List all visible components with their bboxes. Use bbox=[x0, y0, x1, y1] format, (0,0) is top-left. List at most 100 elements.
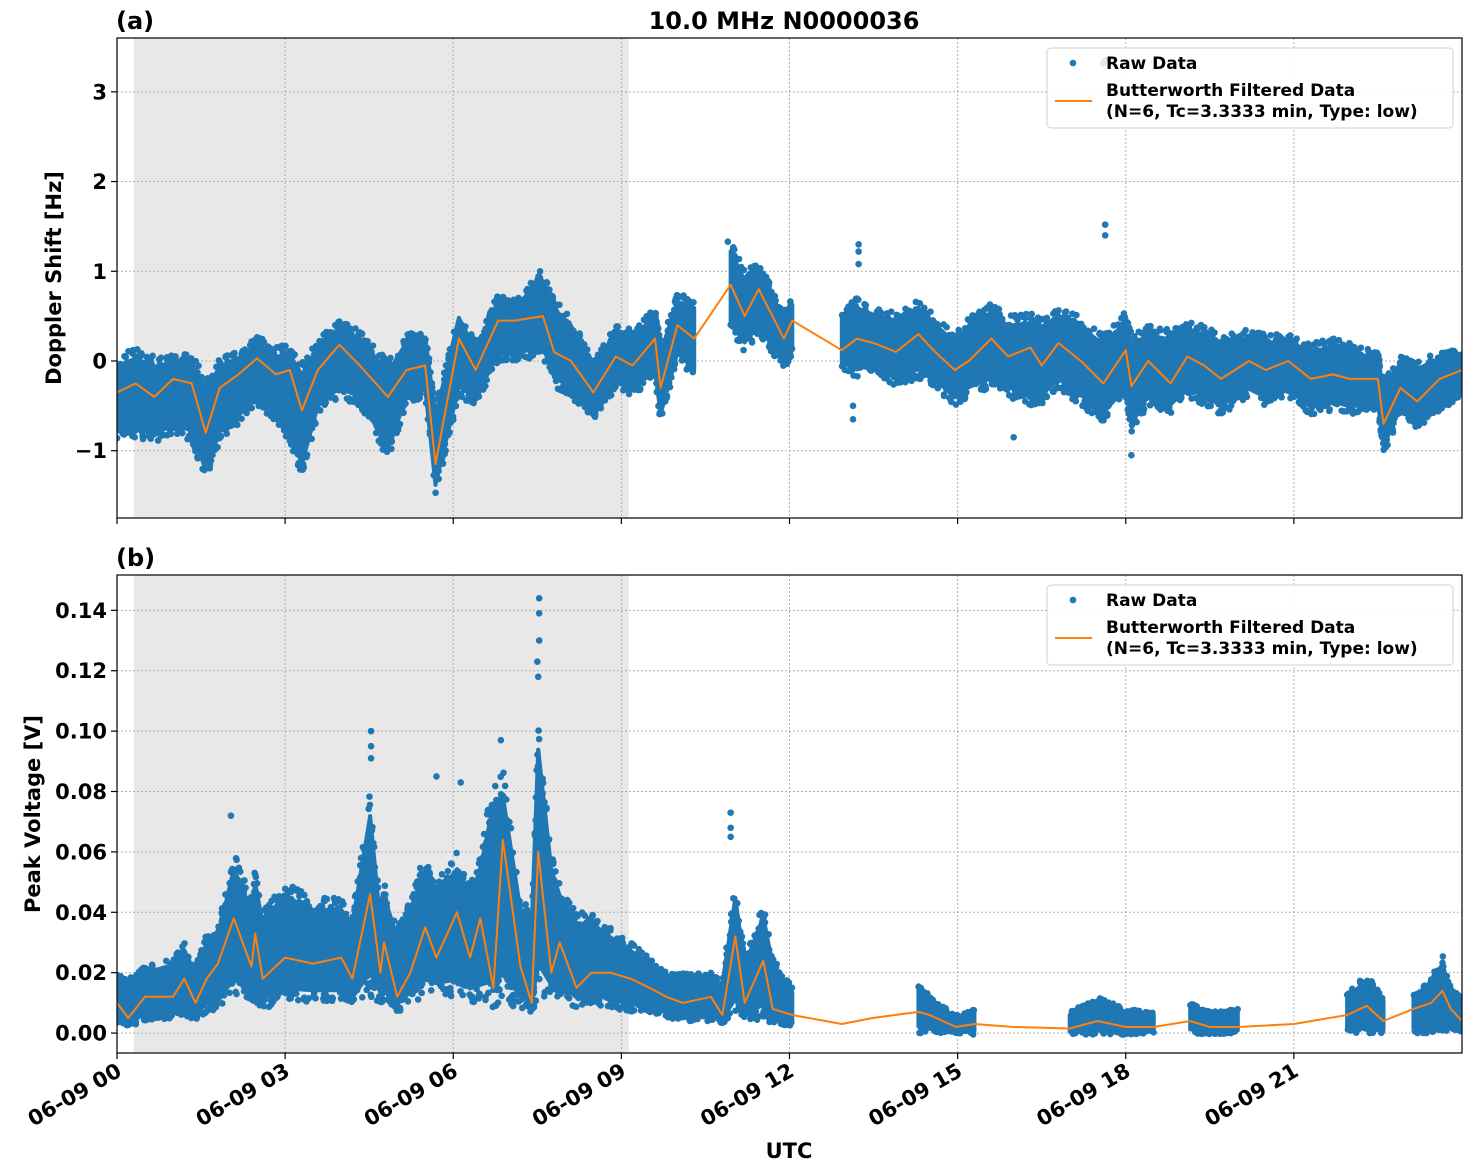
raw-data-point bbox=[435, 390, 443, 398]
raw-data-point bbox=[644, 316, 652, 323]
raw-data-point bbox=[732, 899, 740, 907]
raw-data-point bbox=[576, 332, 584, 340]
raw-data-point bbox=[605, 392, 613, 400]
raw-data-point bbox=[1009, 395, 1017, 402]
raw-data-point bbox=[1280, 385, 1288, 393]
raw-data-point bbox=[577, 338, 585, 345]
raw-data-point bbox=[407, 330, 415, 337]
raw-data-point bbox=[1233, 394, 1241, 401]
raw-data-point bbox=[1073, 311, 1080, 319]
raw-data-point bbox=[1145, 329, 1153, 336]
filtered-data-line bbox=[117, 283, 1462, 466]
raw-data-point bbox=[324, 994, 331, 1002]
raw-data-point bbox=[634, 379, 642, 386]
raw-data-point bbox=[1429, 1028, 1436, 1035]
raw-data-point bbox=[167, 430, 175, 438]
raw-data-point bbox=[457, 320, 465, 328]
raw-data-point bbox=[543, 279, 551, 287]
raw-data-point bbox=[1038, 390, 1046, 397]
raw-data-point bbox=[218, 1000, 226, 1007]
raw-data-point bbox=[505, 996, 513, 1004]
raw-data-point bbox=[687, 305, 694, 313]
raw-data-point bbox=[289, 349, 296, 356]
raw-data-point bbox=[444, 975, 452, 982]
raw-data-point bbox=[935, 1026, 943, 1033]
raw-data-point bbox=[750, 267, 757, 275]
raw-data-point bbox=[1201, 391, 1209, 398]
raw-data-point bbox=[1411, 992, 1418, 1000]
raw-data-point bbox=[182, 352, 190, 360]
raw-data-point bbox=[365, 805, 372, 813]
raw-data-point bbox=[1201, 397, 1209, 404]
raw-data-point bbox=[1104, 410, 1111, 418]
y-tick-label: 0.14 bbox=[55, 599, 107, 623]
raw-data-point bbox=[918, 372, 926, 380]
raw-data-point bbox=[1072, 397, 1080, 405]
x-tick-label: 06-09 21 bbox=[1201, 1059, 1303, 1132]
raw-data-point bbox=[424, 974, 431, 981]
raw-data-point bbox=[529, 285, 536, 292]
panel-b-voltage: 0.00 0.02 0.04 0.06 0.08 0.10 0.12 0.14 06-09 00… bbox=[24, 574, 1463, 1132]
raw-data-point bbox=[174, 1009, 181, 1017]
raw-data-point bbox=[486, 367, 493, 375]
raw-data-point bbox=[952, 1013, 960, 1021]
raw-data-point bbox=[515, 294, 522, 302]
raw-data-point bbox=[765, 946, 773, 954]
raw-data-point bbox=[491, 782, 499, 790]
raw-data-point bbox=[433, 475, 441, 482]
raw-data-point bbox=[319, 338, 326, 345]
raw-data-point bbox=[1340, 346, 1347, 354]
raw-data-point bbox=[787, 298, 794, 305]
raw-data-point bbox=[1028, 399, 1036, 406]
raw-data-point bbox=[574, 393, 582, 400]
raw-data-point bbox=[1288, 336, 1295, 344]
raw-data-point bbox=[536, 274, 544, 282]
raw-data-point bbox=[580, 921, 588, 929]
raw-data-point bbox=[735, 1001, 742, 1008]
raw-data-point bbox=[287, 888, 295, 896]
raw-data-point bbox=[1065, 389, 1072, 396]
raw-data-point bbox=[437, 884, 445, 891]
raw-data-point bbox=[1375, 354, 1382, 361]
raw-data-point bbox=[422, 399, 430, 407]
raw-data-point bbox=[448, 860, 456, 868]
raw-data-point bbox=[440, 445, 448, 453]
raw-data-point bbox=[754, 1013, 762, 1021]
raw-data-point bbox=[736, 337, 744, 345]
raw-data-point bbox=[564, 993, 571, 1000]
raw-data-point bbox=[504, 983, 511, 990]
raw-data-point bbox=[652, 314, 659, 321]
raw-data-point bbox=[302, 364, 310, 372]
raw-data-point bbox=[396, 1007, 404, 1014]
raw-data-point bbox=[637, 1007, 645, 1014]
raw-data-point bbox=[117, 972, 122, 979]
raw-data-point bbox=[1226, 337, 1234, 345]
raw-data-band bbox=[1006, 320, 1033, 397]
raw-data-point bbox=[665, 1010, 673, 1018]
raw-data-point bbox=[575, 994, 582, 1002]
raw-data-point bbox=[377, 440, 385, 447]
raw-data-point bbox=[135, 973, 142, 981]
raw-data-outlier bbox=[855, 248, 862, 255]
raw-data-point bbox=[368, 827, 376, 834]
raw-data-band bbox=[283, 894, 316, 993]
x-tick-label: 06-09 00 bbox=[24, 1059, 126, 1132]
raw-data-point bbox=[1276, 391, 1284, 398]
raw-data-point bbox=[207, 457, 215, 464]
raw-data-point bbox=[352, 398, 359, 406]
raw-data-point bbox=[432, 406, 439, 414]
raw-data-point bbox=[1330, 399, 1338, 407]
raw-data-point bbox=[1085, 332, 1093, 340]
raw-data-point bbox=[125, 347, 132, 355]
raw-data-point bbox=[147, 1009, 154, 1017]
raw-data-point bbox=[504, 976, 511, 984]
raw-data-point bbox=[665, 379, 673, 386]
raw-data-point bbox=[189, 429, 196, 436]
raw-data-point bbox=[1268, 389, 1276, 397]
raw-data-point bbox=[773, 350, 780, 358]
raw-data-point bbox=[877, 309, 885, 316]
raw-data-point bbox=[627, 1001, 635, 1009]
raw-data-point bbox=[1077, 1027, 1085, 1034]
raw-data-point bbox=[653, 320, 660, 327]
raw-data-point bbox=[273, 897, 281, 904]
